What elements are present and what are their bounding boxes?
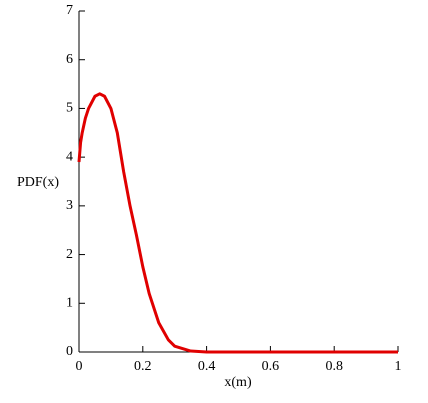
x-tick-label: 0.4 xyxy=(198,359,216,374)
x-tick-label: 0.2 xyxy=(134,359,152,374)
y-tick-label: 6 xyxy=(66,52,73,67)
y-tick-label: 4 xyxy=(66,149,73,164)
y-axis-label: PDF(x) xyxy=(17,175,59,190)
curve xyxy=(77,92,398,354)
y-tick-label: 0 xyxy=(66,344,73,359)
y-tick-label: 2 xyxy=(66,247,73,262)
x-tick-label: 1 xyxy=(395,359,402,374)
x-tick-label: 0 xyxy=(76,359,83,374)
x-tick-label: 0.6 xyxy=(262,359,280,374)
y-tick-label: 7 xyxy=(66,3,73,18)
x-tick-label: 0.8 xyxy=(325,359,343,374)
y-tick-label: 3 xyxy=(66,198,73,213)
y-tick-label: 1 xyxy=(66,296,73,311)
y-tick-label: 5 xyxy=(66,101,73,116)
x-axis-label: x(m) xyxy=(224,375,252,390)
